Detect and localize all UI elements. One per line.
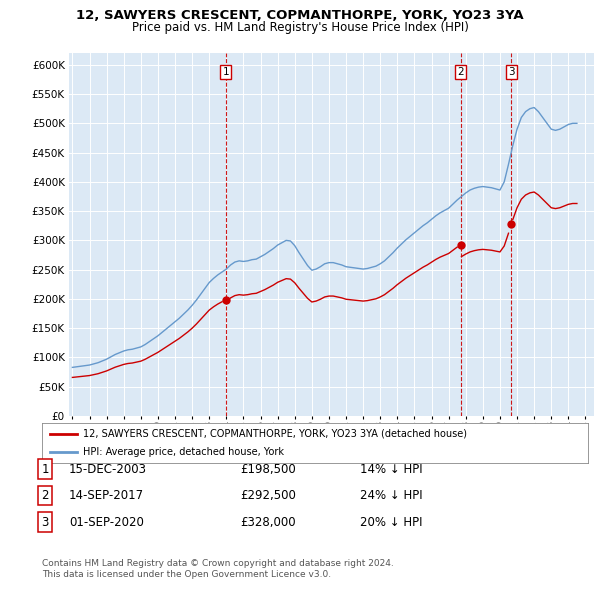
Text: £292,500: £292,500 — [240, 489, 296, 502]
Text: £198,500: £198,500 — [240, 463, 296, 476]
Text: 24% ↓ HPI: 24% ↓ HPI — [360, 489, 422, 502]
Text: 3: 3 — [41, 516, 49, 529]
Text: 1: 1 — [223, 67, 229, 77]
Text: 12, SAWYERS CRESCENT, COPMANTHORPE, YORK, YO23 3YA (detached house): 12, SAWYERS CRESCENT, COPMANTHORPE, YORK… — [83, 429, 467, 439]
Text: 1: 1 — [41, 463, 49, 476]
Text: 14% ↓ HPI: 14% ↓ HPI — [360, 463, 422, 476]
Text: 2: 2 — [457, 67, 464, 77]
Text: Contains HM Land Registry data © Crown copyright and database right 2024.: Contains HM Land Registry data © Crown c… — [42, 559, 394, 568]
Text: 01-SEP-2020: 01-SEP-2020 — [69, 516, 144, 529]
Text: £328,000: £328,000 — [240, 516, 296, 529]
Text: Price paid vs. HM Land Registry's House Price Index (HPI): Price paid vs. HM Land Registry's House … — [131, 21, 469, 34]
Text: HPI: Average price, detached house, York: HPI: Average price, detached house, York — [83, 447, 284, 457]
Text: This data is licensed under the Open Government Licence v3.0.: This data is licensed under the Open Gov… — [42, 571, 331, 579]
Text: 14-SEP-2017: 14-SEP-2017 — [69, 489, 144, 502]
Text: 2: 2 — [41, 489, 49, 502]
Text: 3: 3 — [508, 67, 515, 77]
Text: 20% ↓ HPI: 20% ↓ HPI — [360, 516, 422, 529]
Text: 12, SAWYERS CRESCENT, COPMANTHORPE, YORK, YO23 3YA: 12, SAWYERS CRESCENT, COPMANTHORPE, YORK… — [76, 9, 524, 22]
Text: 15-DEC-2003: 15-DEC-2003 — [69, 463, 147, 476]
